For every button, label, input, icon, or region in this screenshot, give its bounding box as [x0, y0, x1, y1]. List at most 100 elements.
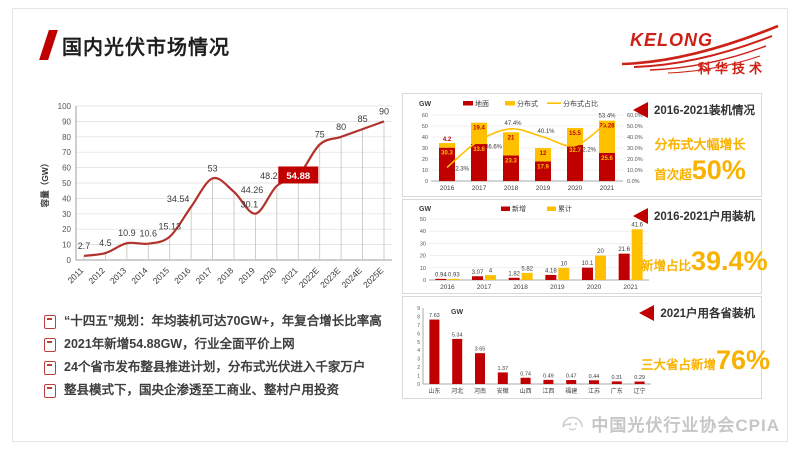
svg-text:10.9: 10.9: [118, 228, 136, 238]
svg-text:安徽: 安徽: [497, 387, 509, 395]
svg-text:29.28: 29.28: [599, 124, 615, 130]
svg-text:2017: 2017: [472, 185, 487, 192]
svg-text:1: 1: [417, 374, 420, 380]
svg-text:山东: 山东: [428, 387, 440, 395]
svg-text:80: 80: [336, 122, 346, 132]
svg-text:0.74: 0.74: [520, 371, 531, 377]
svg-text:2023E: 2023E: [318, 265, 343, 290]
svg-text:3.07: 3.07: [472, 270, 484, 276]
svg-text:新增: 新增: [512, 204, 526, 213]
svg-text:15.13: 15.13: [158, 222, 181, 232]
svg-text:6: 6: [417, 331, 420, 337]
svg-text:辽宁: 辽宁: [634, 387, 646, 395]
list-item: 2021年新增54.88GW，行业全面平价上网: [44, 336, 396, 352]
svg-text:2.7: 2.7: [78, 241, 91, 251]
svg-text:10: 10: [560, 261, 567, 267]
svg-text:0.29: 0.29: [634, 375, 645, 381]
svg-text:2018: 2018: [513, 284, 528, 291]
bullet-text: “十四五”规划：年均装机可达70GW+，年复合增长比率高: [64, 314, 382, 328]
svg-text:0: 0: [423, 278, 426, 284]
svg-text:4.5: 4.5: [99, 238, 112, 248]
svg-text:2013: 2013: [108, 265, 129, 286]
svg-text:30.3: 30.3: [441, 151, 453, 157]
svg-text:2019: 2019: [536, 185, 551, 192]
svg-text:0.31: 0.31: [611, 375, 622, 381]
svg-text:2018: 2018: [504, 185, 519, 192]
svg-text:河北: 河北: [451, 387, 463, 395]
svg-text:3.65: 3.65: [475, 347, 486, 353]
svg-text:2024E: 2024E: [340, 265, 365, 290]
svg-text:2020: 2020: [568, 185, 583, 192]
svg-text:53: 53: [208, 163, 218, 173]
list-item: 24个省市发布整县推进计划，分布式光伏进入千家万户: [44, 359, 396, 375]
svg-text:2016: 2016: [172, 265, 193, 286]
bullet-text: 24个省市发布整县推进计划，分布式光伏进入千家万户: [64, 360, 366, 374]
svg-text:4.18: 4.18: [545, 268, 557, 274]
svg-text:100: 100: [58, 102, 72, 111]
svg-text:广东: 广东: [611, 387, 623, 395]
svg-text:90: 90: [379, 106, 389, 116]
panel-title-row: 2016-2021装机情况: [633, 102, 755, 118]
svg-text:0: 0: [67, 256, 72, 265]
svg-text:2021: 2021: [600, 185, 615, 192]
highlight-line: 分布式大幅增长: [654, 137, 746, 152]
kelong-logo: KELONG 科华技术: [621, 24, 779, 76]
svg-text:10: 10: [420, 266, 426, 272]
svg-text:2015: 2015: [151, 265, 172, 286]
highlight-prefix: 三大省占新增: [641, 358, 717, 372]
svg-text:40: 40: [422, 135, 428, 141]
svg-text:0.0%: 0.0%: [627, 179, 640, 185]
svg-text:2018: 2018: [215, 265, 236, 286]
svg-text:70: 70: [62, 148, 71, 157]
svg-text:7: 7: [417, 323, 420, 329]
svg-text:17.9: 17.9: [537, 164, 549, 170]
svg-text:25.6: 25.6: [601, 156, 613, 162]
svg-text:2012: 2012: [86, 265, 107, 286]
svg-text:30: 30: [422, 146, 428, 152]
svg-text:2019: 2019: [550, 284, 565, 291]
svg-text:40: 40: [420, 229, 426, 235]
svg-text:5: 5: [417, 340, 420, 346]
note-icon: [44, 384, 56, 398]
svg-text:2020: 2020: [587, 284, 602, 291]
kelong-logo-subtext: 科华技术: [698, 61, 766, 76]
highlight-big-number: 50%: [691, 155, 746, 185]
panel-household-by-province-2021: 0 1 2 3 4 5 6 7 8 9 GW 7.63 5.34 3.65 1.37 0.74 0.49 0.47…: [402, 296, 770, 399]
svg-text:2022E: 2022E: [297, 265, 322, 290]
svg-text:累计: 累计: [558, 204, 572, 213]
arrow-left-icon: [633, 102, 648, 118]
svg-text:30.0%: 30.0%: [627, 146, 643, 152]
highlight-big-number: 76%: [716, 345, 771, 375]
svg-text:山西: 山西: [520, 387, 532, 395]
list-item: 整县模式下，国央企渗透至工商业、整村户用投资: [44, 382, 396, 398]
province-bars: 7.63 5.34 3.65 1.37 0.74 0.49 0.47 0.44 0.31 0.29: [429, 313, 645, 384]
svg-text:30: 30: [420, 241, 426, 247]
svg-text:0.49: 0.49: [543, 373, 554, 379]
svg-text:10.0%: 10.0%: [627, 168, 643, 174]
svg-text:40.0%: 40.0%: [627, 135, 643, 141]
svg-text:2016: 2016: [440, 185, 455, 192]
svg-text:福建: 福建: [565, 387, 577, 395]
highlight-line: 三大省占新增76%: [641, 345, 770, 376]
panel-title-row: 2021户用各省装机: [639, 305, 755, 321]
svg-text:2021: 2021: [623, 284, 638, 291]
svg-text:8: 8: [417, 314, 420, 320]
svg-text:30.1: 30.1: [241, 200, 259, 210]
svg-text:GW: GW: [451, 309, 463, 316]
svg-text:44.26: 44.26: [241, 185, 264, 195]
svg-text:53.4%: 53.4%: [598, 113, 616, 119]
kelong-logo-text: KELONG: [630, 30, 713, 50]
svg-text:4: 4: [489, 269, 493, 275]
panel-highlight: 分布式大幅增长 首次超50%: [641, 134, 759, 186]
svg-text:54.88: 54.88: [286, 171, 310, 182]
svg-text:5.82: 5.82: [521, 266, 533, 272]
svg-text:34.54: 34.54: [167, 194, 190, 204]
svg-text:江西: 江西: [542, 388, 554, 395]
svg-text:0.44: 0.44: [589, 374, 600, 380]
svg-text:32.2%: 32.2%: [579, 148, 597, 154]
svg-text:40.1%: 40.1%: [537, 129, 555, 135]
svg-text:50.0%: 50.0%: [627, 124, 643, 130]
title-accent-slash: [39, 30, 58, 60]
highlight-prefix: 首次超: [654, 168, 692, 182]
